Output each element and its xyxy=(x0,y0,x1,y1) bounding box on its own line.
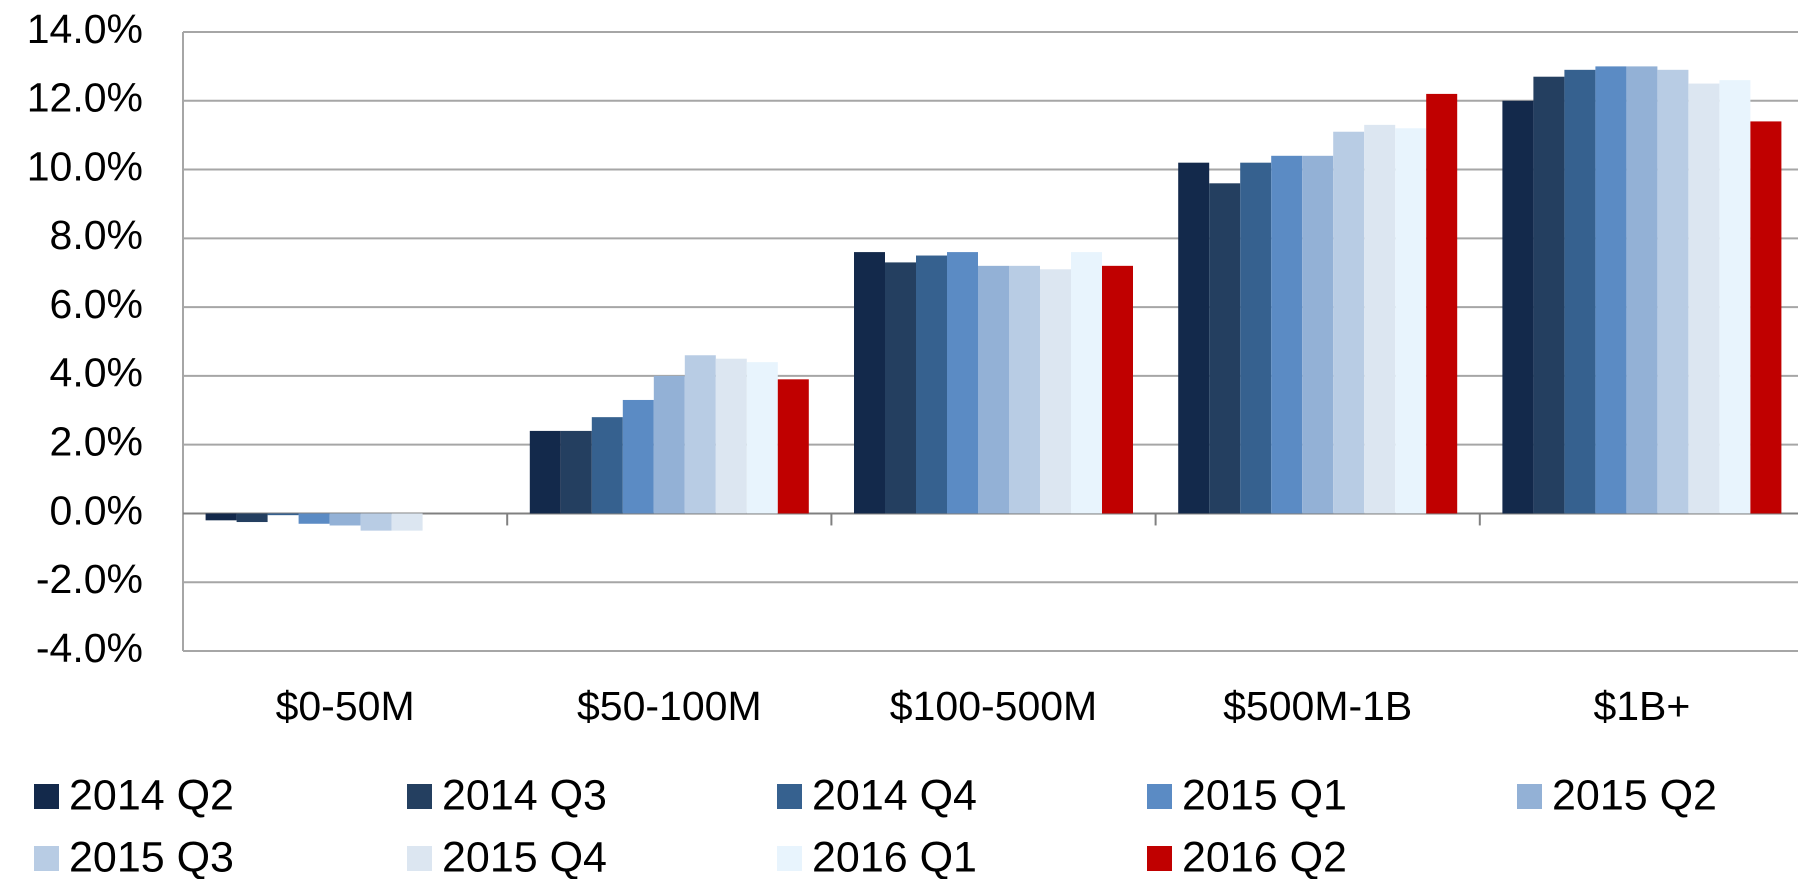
bar xyxy=(1271,155,1303,514)
bar xyxy=(746,362,778,514)
x-tick-label: $50-100M xyxy=(577,683,762,729)
legend-label: 2016 Q1 xyxy=(812,833,977,879)
y-tick-label: 4.0% xyxy=(50,350,143,396)
x-tick-label: $500M-1B xyxy=(1223,683,1412,729)
y-tick-label: 2.0% xyxy=(50,418,143,464)
bar xyxy=(1209,183,1241,514)
bar xyxy=(1750,121,1782,514)
bar xyxy=(854,252,885,514)
y-tick-label: -4.0% xyxy=(36,625,143,671)
bar xyxy=(684,355,716,514)
legend-swatch xyxy=(34,784,59,809)
bar xyxy=(1333,131,1365,514)
x-tick-label: $1B+ xyxy=(1593,683,1690,729)
bar xyxy=(1626,66,1658,514)
bar xyxy=(360,513,392,531)
bar xyxy=(1502,100,1534,514)
legend-swatch xyxy=(407,846,432,871)
bar xyxy=(1040,269,1071,514)
bar xyxy=(1564,69,1596,514)
bar xyxy=(298,513,330,524)
legend-label: 2014 Q2 xyxy=(69,771,234,819)
legend-label: 2015 Q2 xyxy=(1552,771,1717,819)
legend-label: 2015 Q4 xyxy=(442,833,607,879)
y-tick-label: 14.0% xyxy=(27,6,143,52)
bar xyxy=(205,513,237,521)
bar xyxy=(1426,93,1458,514)
bar xyxy=(653,375,685,514)
bar xyxy=(529,430,561,514)
legend-swatch xyxy=(777,846,802,871)
bar xyxy=(1102,265,1133,514)
bar xyxy=(885,262,916,514)
bar xyxy=(1595,66,1627,514)
bar xyxy=(267,513,299,516)
legend-swatch xyxy=(34,846,59,871)
y-tick-label: 6.0% xyxy=(50,281,143,327)
y-tick-label: 10.0% xyxy=(27,143,143,189)
bar xyxy=(947,252,978,514)
bar xyxy=(715,358,747,514)
legend-swatch xyxy=(1517,784,1542,809)
bar xyxy=(622,399,654,514)
bar xyxy=(916,255,947,514)
bar xyxy=(1719,80,1751,514)
legend-swatch xyxy=(1147,846,1172,871)
bar xyxy=(978,265,1009,514)
y-tick-label: 8.0% xyxy=(50,212,143,258)
x-tick-label: $0-50M xyxy=(276,683,415,729)
bar xyxy=(1302,155,1334,514)
legend-label: 2016 Q2 xyxy=(1182,833,1347,879)
bar xyxy=(591,417,623,514)
y-tick-label: 0.0% xyxy=(50,487,143,533)
bar xyxy=(391,513,423,531)
legend-label: 2015 Q3 xyxy=(69,833,234,879)
legend-swatch xyxy=(407,784,432,809)
bar xyxy=(1009,265,1040,514)
bar xyxy=(560,430,592,514)
legend-label: 2014 Q4 xyxy=(812,771,977,819)
y-tick-label: 12.0% xyxy=(27,75,143,121)
bar xyxy=(1395,128,1427,514)
bar xyxy=(1364,124,1396,514)
bar xyxy=(1240,162,1272,514)
x-tick-label: $100-500M xyxy=(890,683,1097,729)
y-tick-label: -2.0% xyxy=(36,556,143,602)
legend-label: 2014 Q3 xyxy=(442,771,607,819)
legend-swatch xyxy=(777,784,802,809)
bar xyxy=(1657,69,1689,514)
bar xyxy=(777,379,809,514)
bar xyxy=(329,513,361,526)
bar xyxy=(1178,162,1210,514)
bar xyxy=(1071,252,1102,514)
legend-label: 2015 Q1 xyxy=(1182,771,1347,819)
bar xyxy=(1688,83,1720,514)
bar xyxy=(1533,76,1565,514)
bar xyxy=(236,513,268,523)
legend-swatch xyxy=(1147,784,1172,809)
